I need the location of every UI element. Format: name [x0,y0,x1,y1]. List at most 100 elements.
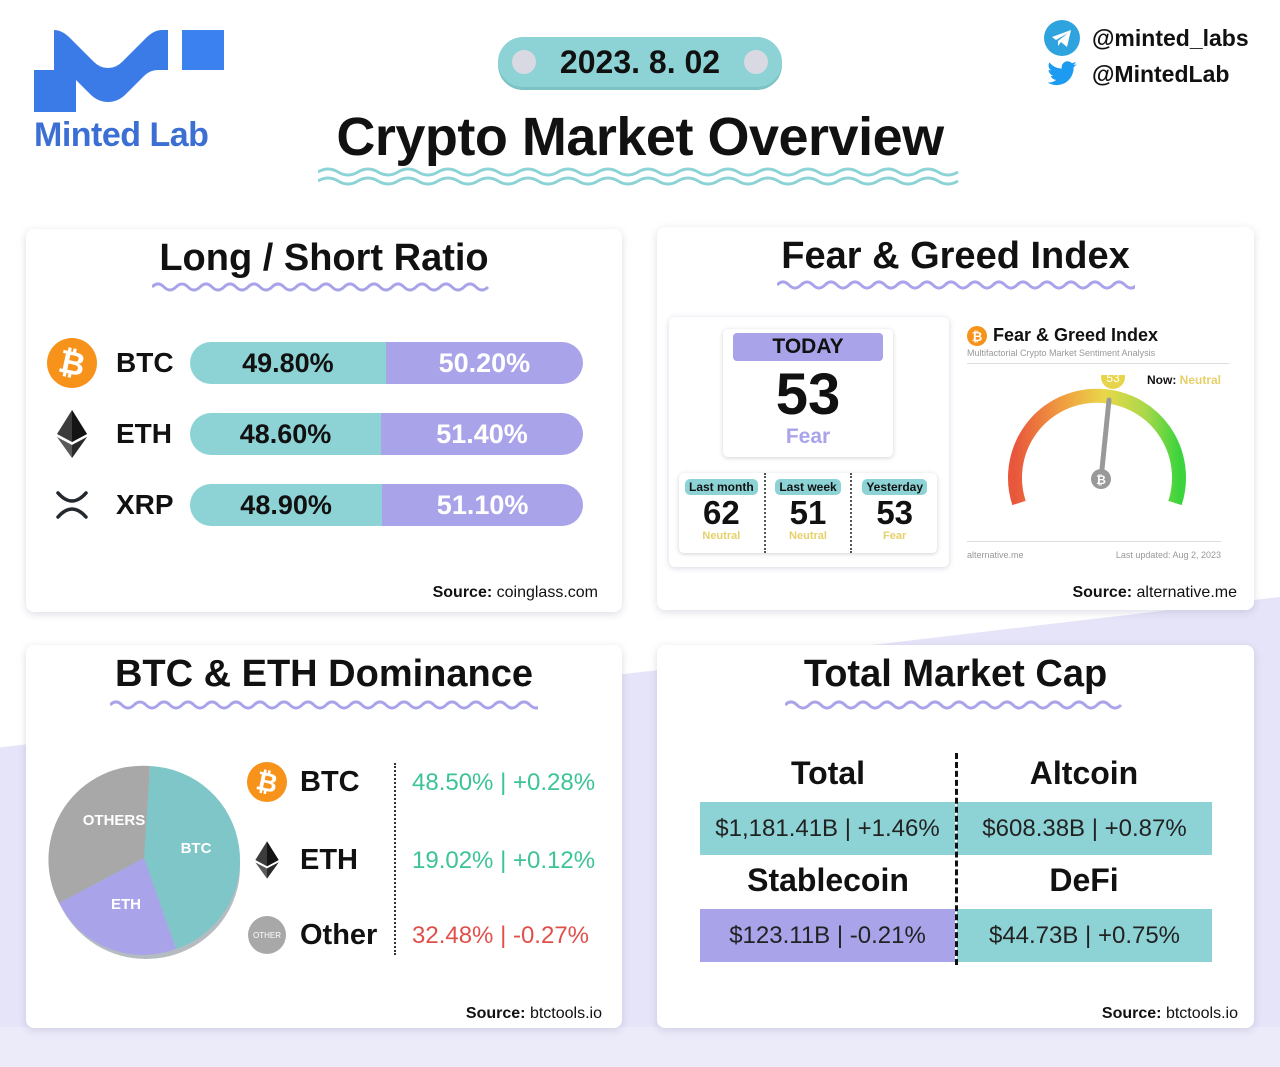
history-value: 51 [789,494,827,531]
date-text: 2023. 8. 02 [559,43,721,80]
ethereum-icon [246,839,288,881]
history-label: Last week [775,479,841,495]
ls-long-value: 48.60% [190,413,381,455]
history-yesterday: Yesterday 53 Fear [850,473,937,553]
column-divider [955,753,958,965]
fear-greed-title: Fear & Greed Index [781,235,1130,277]
mc-value-total: $1,181.41B | +1.46% [700,802,955,855]
mc-label-total: Total [790,755,866,791]
dominance-row-other: OTHER Other [246,914,377,956]
mc-value-altcoin: $608.38B | +0.87% [957,802,1212,855]
history-last-month: Last month 62 Neutral [679,473,764,553]
ls-ratio-bar: 48.60% 51.40% [190,413,583,455]
fear-greed-widget: ₿ Fear & Greed Index Multifactorial Cryp… [967,325,1229,565]
ls-symbol: XRP [116,489,174,520]
source-label: Source: [432,584,493,601]
source-credit: Source: btctools.io [466,1005,602,1023]
ls-short-value: 51.40% [380,413,583,455]
ls-long-value: 49.80% [190,342,386,384]
source-credit: Source: alternative.me [1072,584,1237,602]
title-wave-decoration [110,700,538,710]
now-label: Now: [1146,373,1177,387]
dominance-label: ETH [300,843,358,876]
telegram-icon [1044,20,1080,56]
dominance-pie-chart: BTC ETH OTHERS [48,765,241,959]
widget-footer: alternative.me Last updated: Aug 2, 2023 [967,541,1221,560]
page-title: Crypto Market Overview [336,107,944,167]
widget-title: Fear & Greed Index [993,325,1159,345]
ls-short-value: 50.20% [385,342,583,384]
mc-label-defi: DeFi [1049,862,1119,898]
svg-text:OTHER: OTHER [253,931,281,940]
pie-label-eth: ETH [111,896,141,913]
bitcoin-icon: ₿ [967,325,987,346]
dominance-label: Other [300,918,378,951]
title-wave-decoration [318,167,959,186]
source-credit: Source: btctools.io [1102,1005,1238,1023]
dominance-row-btc: ₿ BTC [246,761,360,803]
market-cap-title: Total Market Cap [803,653,1108,695]
ls-long-value: 48.90% [190,484,383,526]
ls-symbol: ETH [116,418,172,449]
ls-symbol: BTC [116,347,174,378]
history-last-week: Last week 51 Neutral [763,473,851,553]
dominance-row-eth: ETH [246,839,358,881]
ls-row-eth: ETH 48.60% 51.40% [46,408,583,460]
source-label: Source: [1072,584,1133,601]
mc-value-stablecoin: $123.11B | -0.21% [700,909,955,962]
xrp-icon [46,479,98,531]
dominance-value-btc: 48.50% | +0.28% [412,769,596,796]
sentiment-gauge: ₿ 53 [1008,375,1186,506]
history-value: 62 [702,494,740,531]
column-divider [394,763,396,955]
fear-greed-card: Fear & Greed Index TODAY 53 Fear Last mo… [657,227,1254,610]
today-value: 53 [775,362,841,427]
ethereum-icon [46,408,98,460]
history-classification: Neutral [789,530,827,542]
dominance-title: BTC & ETH Dominance [114,653,534,695]
bitcoin-icon: ₿ [246,761,288,803]
source-link[interactable]: alternative.me [1136,584,1238,601]
long-short-card: Long / Short Ratio ₿ BTC 49.80% 50.20% E… [26,229,622,612]
other-icon: OTHER [246,914,288,956]
dominance-label: BTC [300,765,360,798]
background-footer [0,1027,1280,1067]
dominance-value-other: 32.48% | -0.27% [412,922,590,949]
mc-label-stablecoin: Stablecoin [747,862,909,898]
twitter-icon [1047,61,1077,86]
pie-label-btc: BTC [181,840,212,857]
source-link[interactable]: btctools.io [1165,1005,1238,1022]
widget-title-row: ₿ Fear & Greed Index [967,325,1229,346]
svg-text:₿: ₿ [1096,473,1106,487]
twitter-handle: @MintedLab [1092,60,1230,87]
today-box: TODAY 53 Fear [723,329,893,457]
long-short-title: Long / Short Ratio [159,237,489,279]
telegram-link[interactable]: @minted_labs [1044,20,1249,56]
ls-short-value: 51.10% [382,484,583,526]
ls-ratio-bar: 49.80% 50.20% [190,342,583,384]
dominance-value-eth: 19.02% | +0.12% [412,847,596,874]
source-link[interactable]: btctools.io [529,1005,602,1022]
pill-dot-right [744,50,768,74]
title-wave-decoration [777,280,1135,290]
source-link[interactable]: coinglass.com [496,584,598,601]
source-credit: Source: coinglass.com [433,584,598,602]
svg-text:₿: ₿ [972,329,983,344]
ls-row-xrp: XRP 48.90% 51.10% [46,479,583,531]
widget-footer-source: alternative.me [967,550,1024,560]
title-wave-decoration [785,700,1123,710]
ls-row-btc: ₿ BTC 49.80% 50.20% [46,337,583,389]
history-classification: Neutral [702,530,741,542]
pie-label-others: OTHERS [83,812,146,829]
fear-greed-summary: TODAY 53 Fear Last month 62 Neutral Last… [669,317,949,567]
ls-ratio-bar: 48.90% 51.10% [190,484,583,526]
title-wave-decoration [152,282,490,292]
today-classification: Fear [785,425,831,448]
history-classification: Fear [883,530,907,542]
twitter-link[interactable]: @MintedLab [1044,58,1229,90]
mc-value-defi: $44.73B | +0.75% [957,909,1212,962]
mc-label-altcoin: Altcoin [1029,755,1139,791]
brand-name: Minted Lab [34,116,209,154]
today-label: TODAY [733,333,883,361]
history-label: Last month [685,479,758,495]
